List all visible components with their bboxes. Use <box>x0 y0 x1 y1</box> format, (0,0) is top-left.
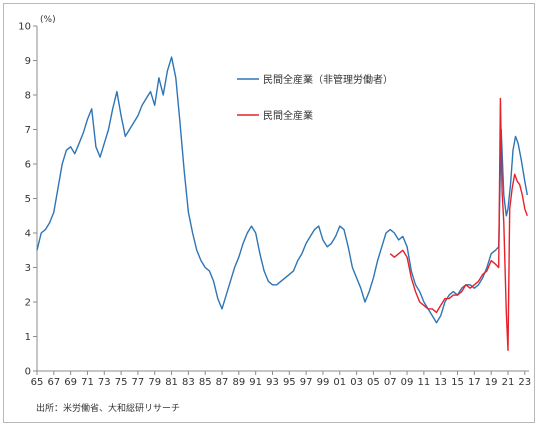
x-tick-label: 65 <box>31 377 44 388</box>
x-tick-label: 99 <box>317 377 330 388</box>
y-tick-label: 1 <box>25 332 31 343</box>
series-line-2 <box>389 97 528 351</box>
y-unit-label: (%) <box>40 15 56 25</box>
y-tick-label: 7 <box>25 125 31 136</box>
x-tick-label: 85 <box>199 377 212 388</box>
legend: 民間全産業（非管理労働者） 民間全産業 <box>237 73 393 122</box>
x-tick-label: 01 <box>333 377 346 388</box>
x-tick-label: 19 <box>485 377 498 388</box>
x-tick-label: 69 <box>64 377 77 388</box>
x-tick-label: 11 <box>418 377 431 388</box>
chart-frame <box>3 3 535 423</box>
x-tick-label: 75 <box>115 377 128 388</box>
y-tick-label: 10 <box>18 22 31 33</box>
x-tick-label: 97 <box>300 377 313 388</box>
legend-label-2: 民間全産業 <box>263 109 313 122</box>
x-tick-label: 13 <box>434 377 447 388</box>
x-tick-label: 83 <box>182 377 195 388</box>
series-line-1 <box>36 56 528 324</box>
y-tick-label: 6 <box>25 160 31 171</box>
x-tick-label: 81 <box>165 377 178 388</box>
x-tick-label: 73 <box>98 377 111 388</box>
y-tick-label: 3 <box>25 263 31 274</box>
y-tick-label: 8 <box>25 91 31 102</box>
source-note: 出所：米労働省、大和総研リサーチ <box>36 404 181 414</box>
y-tick-label: 9 <box>25 56 31 67</box>
x-tick-label: 93 <box>266 377 279 388</box>
x-tick-label: 23 <box>518 377 531 388</box>
x-tick-label: 05 <box>367 377 380 388</box>
x-tick-label: 67 <box>47 377 60 388</box>
x-tick-label: 77 <box>132 377 145 388</box>
y-tick-label: 5 <box>25 194 31 205</box>
x-tick-label: 87 <box>216 377 229 388</box>
x-tick-label: 03 <box>350 377 363 388</box>
x-tick-label: 21 <box>502 377 515 388</box>
y-tick-label: 0 <box>25 367 31 378</box>
x-tick-label: 15 <box>451 377 464 388</box>
x-tick-label: 91 <box>249 377 262 388</box>
x-tick-label: 17 <box>468 377 481 388</box>
x-tick-label: 07 <box>384 377 397 388</box>
legend-label-1: 民間全産業（非管理労働者） <box>263 73 393 86</box>
x-tick-label: 89 <box>232 377 245 388</box>
x-tick-label: 79 <box>148 377 161 388</box>
x-tick-label: 95 <box>283 377 296 388</box>
y-tick-label: 2 <box>25 298 31 309</box>
x-tick-label: 71 <box>81 377 94 388</box>
y-tick-label: 4 <box>25 229 31 240</box>
x-tick-label: 09 <box>401 377 414 388</box>
